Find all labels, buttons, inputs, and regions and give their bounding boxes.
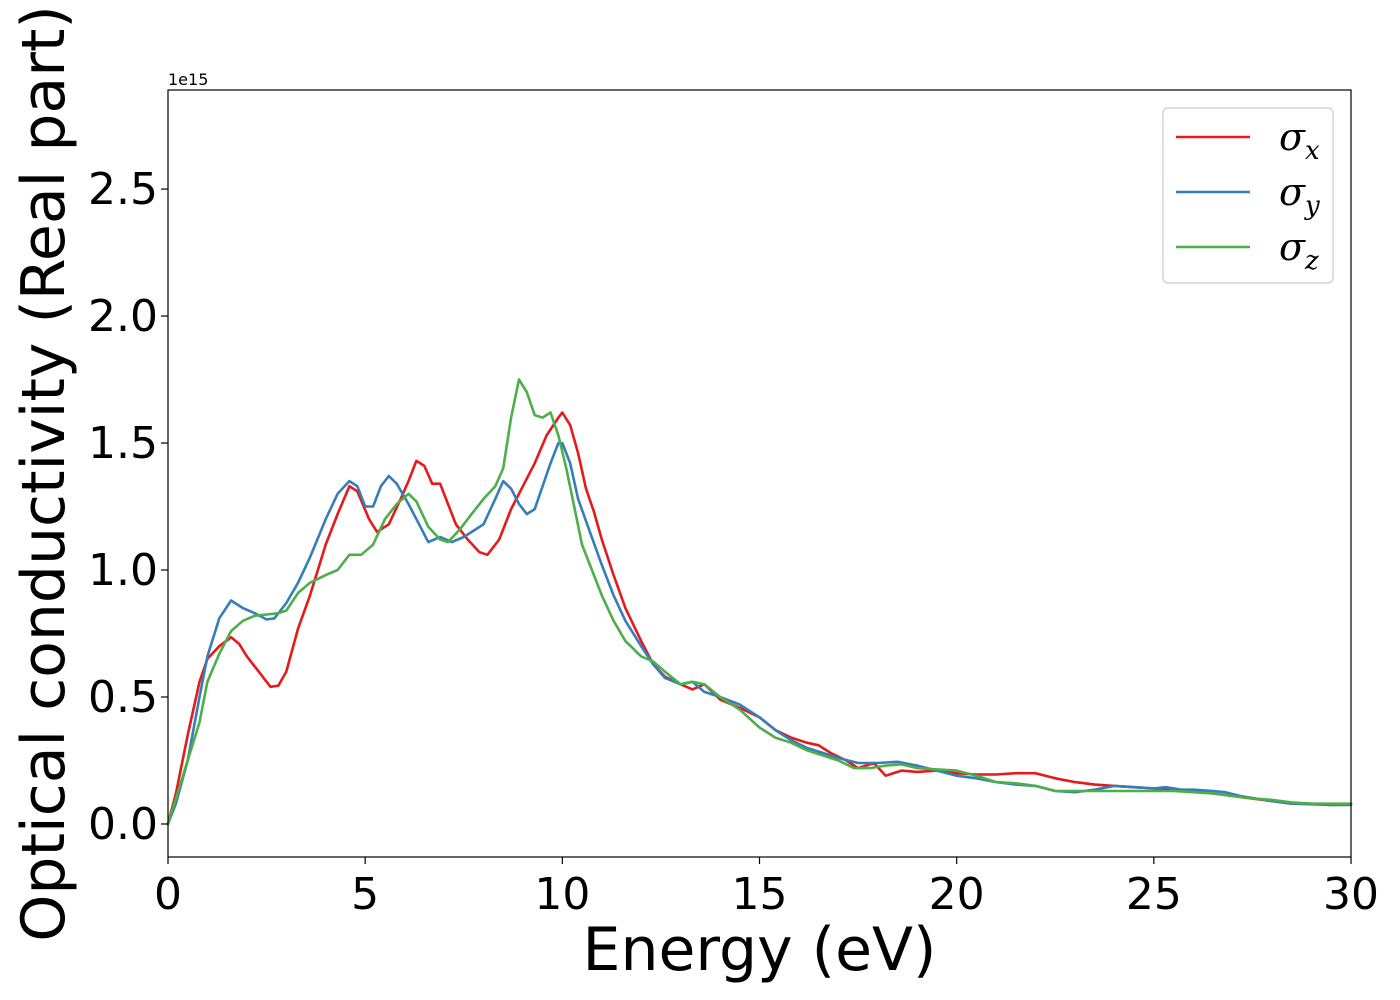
- y-tick-label: 1.5: [88, 418, 158, 469]
- x-tick-label: 30: [1323, 869, 1379, 920]
- series-line-sigma-y: [166, 441, 1353, 826]
- series-line-sigma-z: [166, 378, 1353, 826]
- series-line-sigma-x: [166, 411, 1353, 826]
- legend-label-sigma-z: σz: [1279, 225, 1319, 276]
- x-tick-label: 5: [351, 869, 379, 920]
- y-tick-label: 0.0: [88, 799, 158, 850]
- y-offset-label: 1e15: [168, 70, 208, 89]
- series-layer: [166, 378, 1353, 826]
- y-tick-label: 2.0: [88, 291, 158, 342]
- x-tick-label: 10: [534, 869, 590, 920]
- x-tick-label: 20: [929, 869, 985, 920]
- x-tick-label: 0: [154, 869, 182, 920]
- x-tick-label: 15: [732, 869, 788, 920]
- legend-box: [1162, 107, 1334, 284]
- y-tick-label: 2.5: [88, 164, 158, 215]
- x-axis-title: Energy (eV): [583, 915, 937, 985]
- y-tick-label: 1.0: [88, 545, 158, 596]
- ticks-layer: 0 5 10 15 20 25 30 0.0 0.5 1.0 1.5 2.0 2.5: [88, 164, 1379, 920]
- x-tick-label: 25: [1126, 869, 1182, 920]
- y-axis-title: Optical conductivity (Real part): [9, 5, 79, 942]
- y-tick-label: 0.5: [88, 672, 158, 723]
